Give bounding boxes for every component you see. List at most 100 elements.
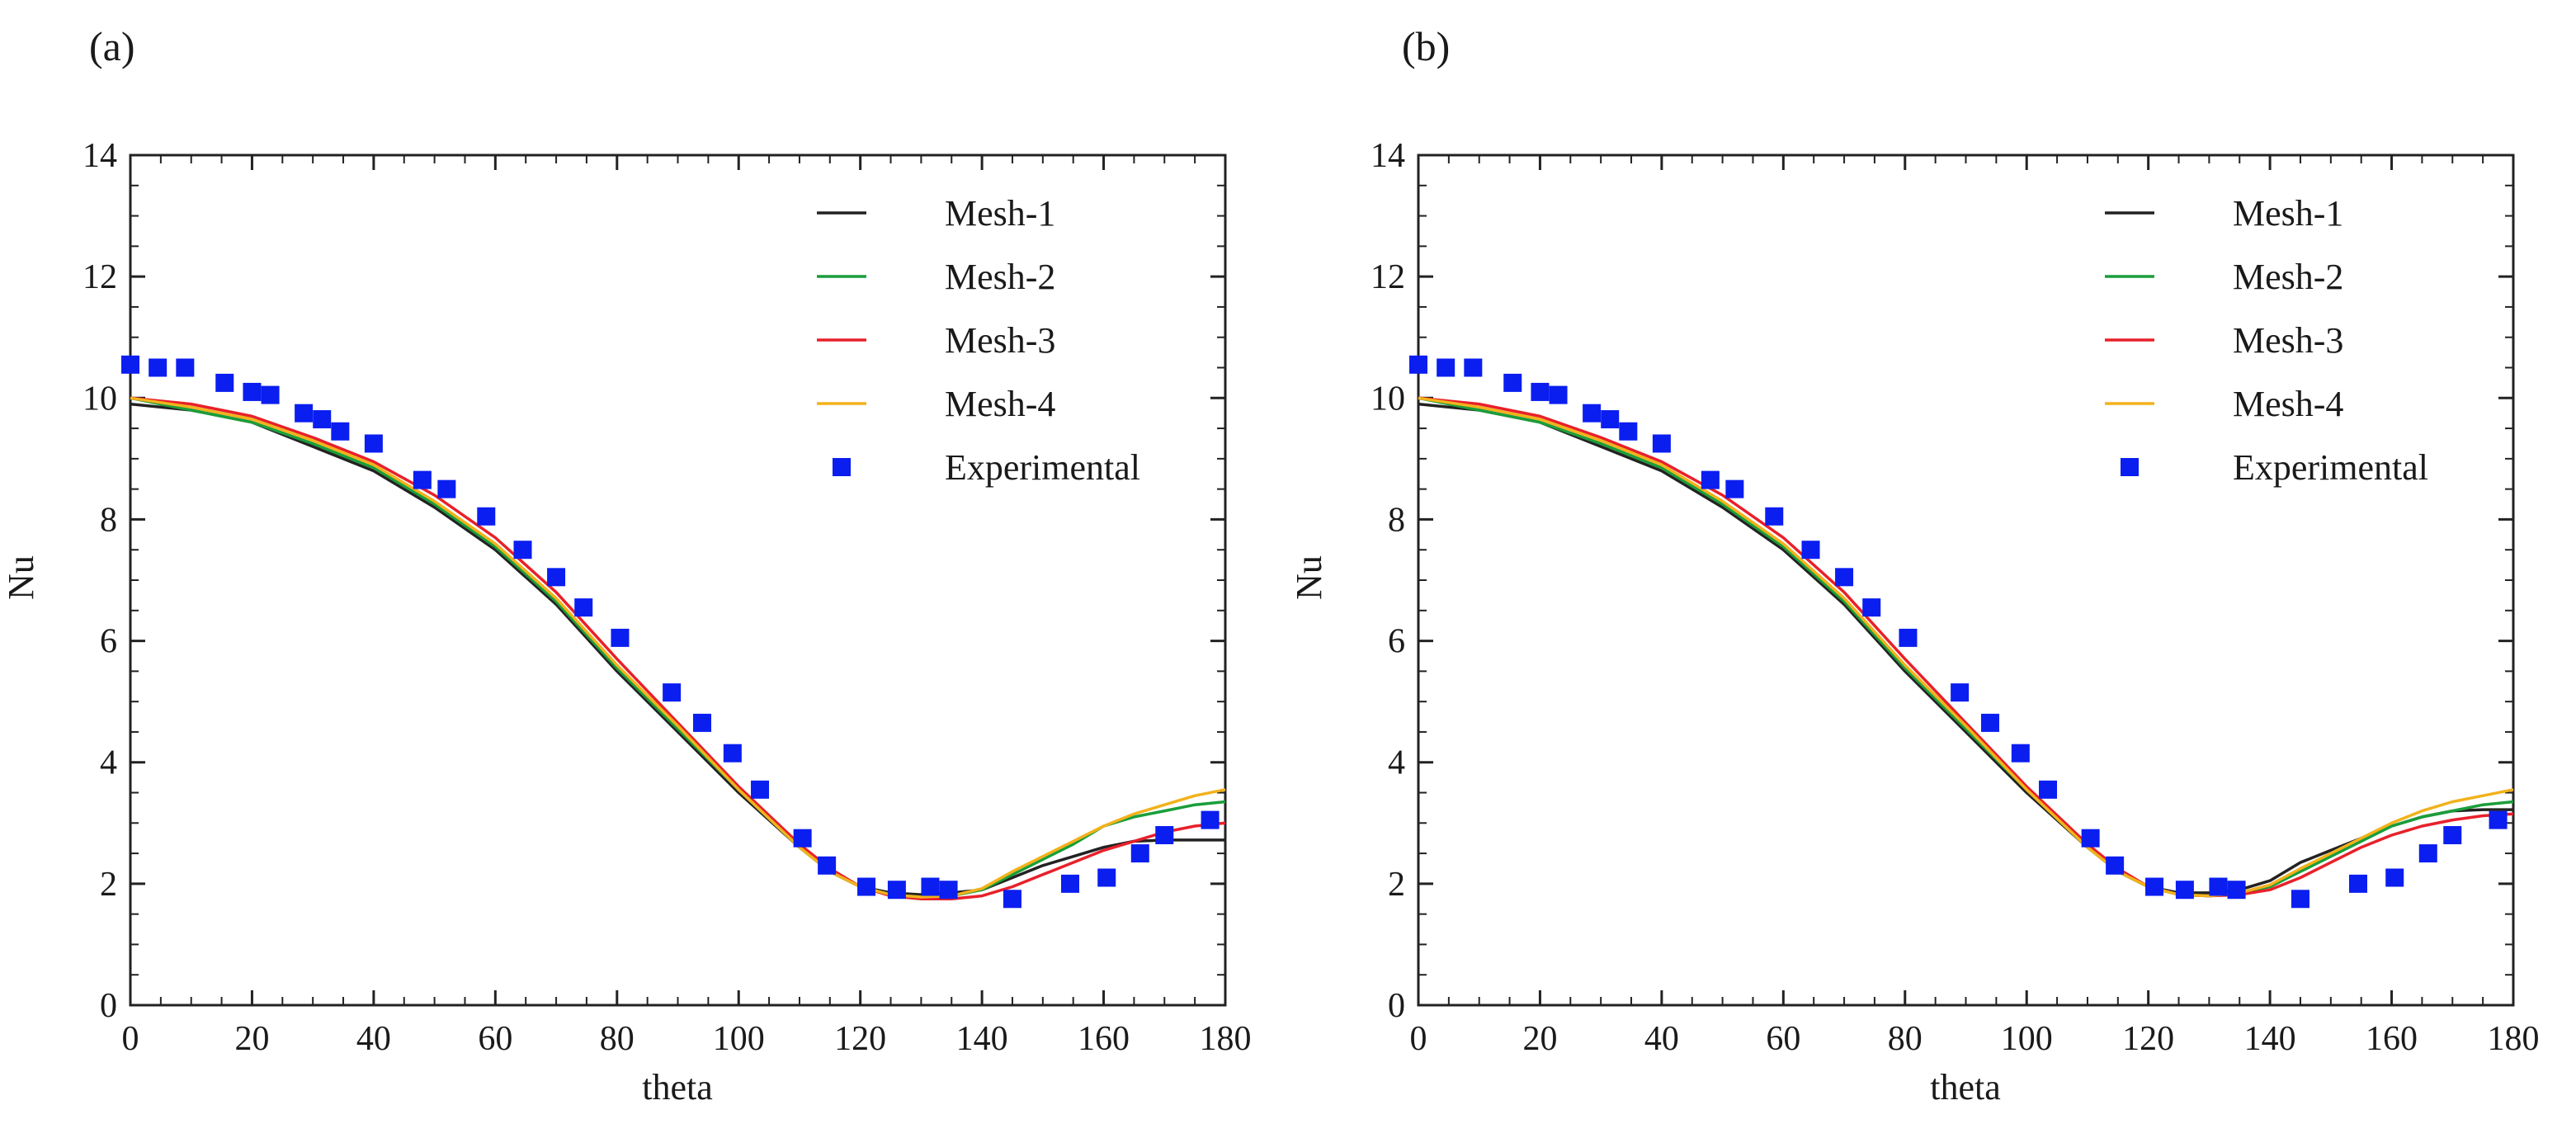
experimental-point	[1061, 874, 1080, 893]
experimental-point	[2291, 890, 2309, 909]
experimental-point	[1980, 713, 1999, 732]
x-tick-label: 0	[122, 1020, 139, 1058]
y-tick-label: 0	[1388, 987, 1405, 1025]
experimental-point	[1503, 373, 1522, 392]
experimental-point	[121, 355, 139, 374]
legend-label: Mesh-3	[945, 320, 1055, 361]
experimental-point	[437, 479, 456, 498]
experimental-point	[2106, 856, 2125, 875]
experimental-point	[2175, 881, 2194, 900]
series-line-mesh-4	[1418, 396, 2514, 898]
experimental-point	[2227, 881, 2246, 900]
experimental-point	[1899, 628, 1918, 647]
experimental-point	[513, 541, 532, 560]
x-tick-label: 140	[2244, 1020, 2296, 1058]
y-axis-label-b: Nu	[1289, 555, 1329, 600]
x-tick-label: 180	[1200, 1020, 1252, 1058]
x-tick-label: 60	[1766, 1020, 1800, 1058]
experimental-point	[1601, 410, 1620, 429]
x-tick-label: 80	[1888, 1020, 1923, 1058]
legend-label: Mesh-2	[945, 257, 1055, 297]
chart-b-svg: (b) 0 20 40 60 80 100 120 140 160 180 0 2 4 6 8 10 12 14 M…	[1289, 23, 2540, 1107]
chart-panel-a: (a) 0 20 40 60 80 100 120 140 160 180 0 2 4 6 8 10 12 14 M…	[1, 23, 1252, 1107]
experimental-point	[1549, 385, 1568, 404]
legend-label: Mesh-2	[2233, 257, 2343, 297]
experimental-point	[1130, 844, 1149, 863]
legend-marker	[2121, 458, 2139, 476]
legend-label: Experimental	[945, 447, 1140, 488]
experimental-point	[1409, 355, 1427, 374]
experimental-point	[1652, 434, 1671, 453]
experimental-point	[1765, 507, 1784, 526]
y-tick-label: 8	[1388, 501, 1405, 539]
x-tick-label: 40	[1644, 1020, 1679, 1058]
y-tick-label: 6	[100, 623, 117, 661]
legend-label: Mesh-3	[2233, 320, 2343, 361]
x-tick-label: 100	[713, 1020, 765, 1058]
plot-area-b: 0 20 40 60 80 100 120 140 160 180 0 2 4 6 8 10 12 14 Mesh-…	[1371, 137, 2540, 1058]
experimental-point	[547, 568, 566, 587]
experimental-point	[1801, 541, 1820, 560]
x-tick-label: 100	[2001, 1020, 2053, 1058]
x-axis-label-b: theta	[1930, 1067, 2001, 1107]
legend-label: Mesh-1	[2233, 193, 2343, 234]
x-tick-label: 160	[1078, 1020, 1130, 1058]
y-tick-label: 10	[1371, 380, 1405, 418]
legend-label: Mesh-1	[945, 193, 1055, 234]
panel-label-a: (a)	[89, 23, 135, 69]
experimental-point	[1862, 598, 1881, 617]
experimental-point	[313, 410, 332, 429]
experimental-point	[611, 628, 630, 647]
experimental-point	[818, 856, 837, 875]
experimental-point	[176, 358, 195, 377]
y-tick-label: 12	[83, 258, 117, 296]
experimental-point	[2081, 829, 2100, 848]
experimental-point	[857, 877, 876, 896]
y-tick-label: 2	[1388, 866, 1405, 904]
experimental-point	[1951, 683, 1970, 702]
experimental-point	[295, 404, 314, 423]
experimental-point	[574, 598, 593, 617]
experimental-point	[1835, 568, 1854, 587]
experimental-point	[1097, 868, 1116, 887]
x-axis-label-a: theta	[642, 1067, 713, 1107]
experimental-point	[413, 470, 432, 489]
chart-a-svg: (a) 0 20 40 60 80 100 120 140 160 180 0 2 4 6 8 10 12 14 M…	[1, 23, 1252, 1107]
experimental-point	[2145, 877, 2164, 896]
y-tick-label: 0	[100, 987, 117, 1025]
series-line-mesh-4	[130, 396, 1226, 899]
experimental-point	[2349, 874, 2368, 893]
x-tick-label: 80	[600, 1020, 635, 1058]
experimental-point	[477, 507, 496, 526]
experimental-point	[215, 373, 234, 392]
experimental-point	[331, 422, 350, 441]
x-tick-label: 180	[2488, 1020, 2540, 1058]
experimental-point	[2209, 877, 2228, 896]
x-tick-label: 120	[2122, 1020, 2174, 1058]
y-tick-label: 10	[83, 380, 117, 418]
experimental-point	[1437, 358, 1455, 377]
experimental-point	[2011, 744, 2030, 763]
legend-marker	[833, 458, 851, 476]
x-tick-label: 140	[956, 1020, 1008, 1058]
y-tick-label: 6	[1388, 623, 1405, 661]
x-tick-label: 0	[1410, 1020, 1427, 1058]
x-tick-label: 160	[2366, 1020, 2418, 1058]
experimental-point	[692, 713, 711, 732]
experimental-point	[2418, 844, 2437, 863]
experimental-point	[149, 358, 167, 377]
chart-panel-b: (b) 0 20 40 60 80 100 120 140 160 180 0 2 4 6 8 10 12 14 M…	[1288, 0, 2576, 1124]
legend-label: Mesh-4	[945, 384, 1055, 424]
experimental-point	[2039, 780, 2058, 799]
x-tick-label: 40	[356, 1020, 391, 1058]
experimental-point	[1003, 890, 1021, 909]
experimental-point	[1583, 404, 1602, 423]
experimental-point	[1701, 470, 1720, 489]
experimental-point	[1725, 479, 1744, 498]
y-tick-label: 4	[1388, 744, 1405, 782]
legend-label: Experimental	[2233, 447, 2428, 488]
axes-frame	[1417, 153, 2515, 1007]
experimental-point	[2489, 810, 2508, 829]
y-tick-label: 12	[1371, 258, 1405, 296]
y-tick-label: 14	[83, 137, 117, 175]
